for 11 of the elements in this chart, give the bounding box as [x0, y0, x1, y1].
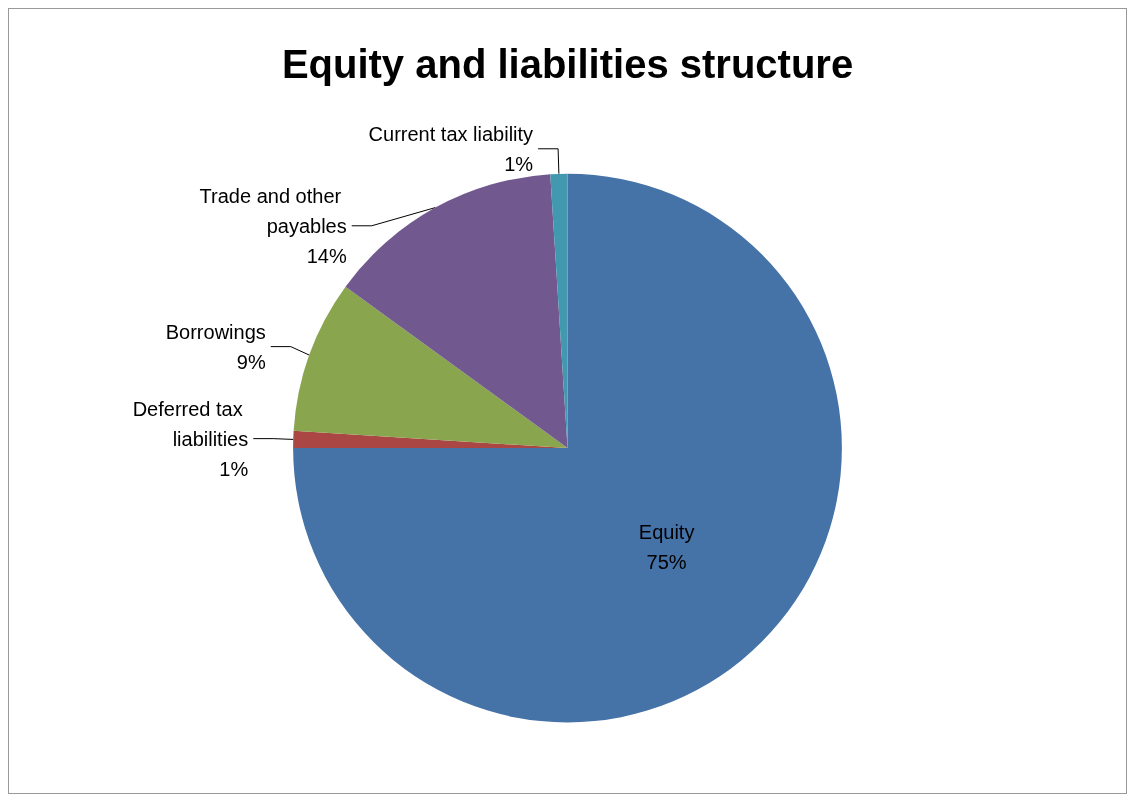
slice-label: Current tax liability [368, 122, 534, 145]
data-label: 1% [504, 152, 534, 175]
data-label: 1% [219, 457, 249, 480]
slice-label: Trade and other payables [199, 184, 347, 237]
data-label: 14% [306, 244, 347, 267]
slice-label: Borrowings [165, 320, 266, 343]
chart-title: Equity and liabilities structure [281, 42, 854, 86]
data-label: 75% [646, 551, 687, 574]
slice-label: Equity [638, 521, 695, 544]
slice-label: Deferred tax liabilities [132, 397, 249, 450]
data-label: 9% [236, 350, 266, 373]
